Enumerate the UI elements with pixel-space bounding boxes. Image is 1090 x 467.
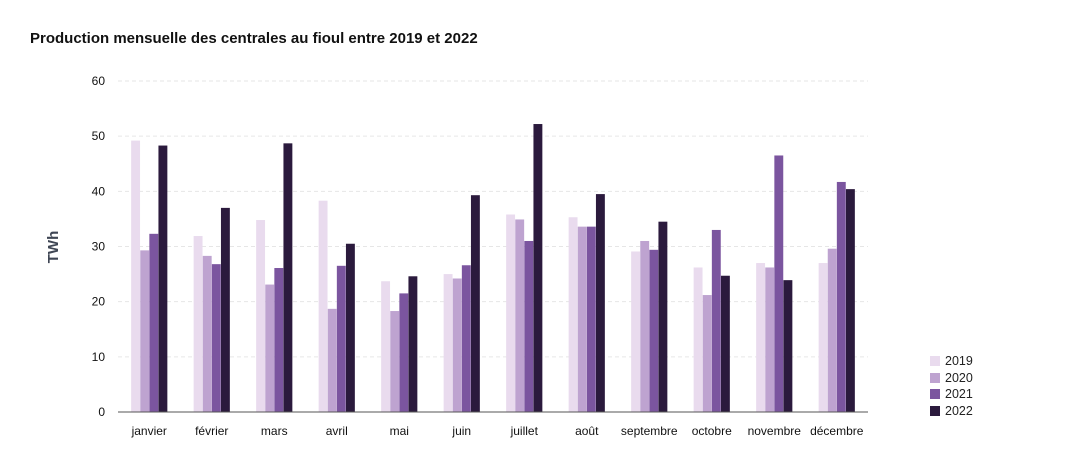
bar-2020-juin <box>452 278 462 412</box>
legend-item: 2019 <box>930 353 973 370</box>
bar-2020-mai <box>390 311 400 412</box>
legend-label: 2019 <box>945 354 973 369</box>
bar-2021-septembre <box>649 249 659 412</box>
legend-label: 2020 <box>945 370 973 385</box>
bar-2022-janvier <box>158 145 168 413</box>
bar-2021-juin <box>461 265 471 412</box>
bar-2019-octobre <box>693 267 703 412</box>
legend-swatch <box>930 405 940 416</box>
x-tick-label: janvier <box>131 424 167 438</box>
bar-2020-novembre <box>765 267 775 412</box>
bar-2021-octobre <box>711 229 721 412</box>
bar-2019-décembre <box>818 263 828 412</box>
bar-2021-mars <box>274 268 284 412</box>
bar-2020-octobre <box>702 295 712 412</box>
bar-2021-mai <box>399 293 409 412</box>
bar-2019-novembre <box>756 263 766 412</box>
bar-2020-août <box>577 226 587 412</box>
x-tick-label: novembre <box>748 424 802 438</box>
bar-2019-janvier <box>131 140 141 412</box>
x-tick-label: décembre <box>810 424 864 438</box>
bar-2021-août <box>586 226 596 412</box>
bar-2019-juillet <box>506 214 516 412</box>
bar-2022-octobre <box>720 275 730 412</box>
legend: 2019 2020 2021 2022 <box>930 353 973 419</box>
x-tick-label: mai <box>390 424 409 438</box>
y-tick-label: 0 <box>98 405 105 419</box>
bar-2020-avril <box>327 308 337 412</box>
bar-2022-juillet <box>533 124 543 412</box>
x-tick-label: septembre <box>621 424 678 438</box>
bar-2022-juin <box>470 195 480 412</box>
bar-2022-décembre <box>845 189 855 412</box>
legend-swatch <box>930 372 940 383</box>
bar-2021-novembre <box>774 155 784 412</box>
y-tick-label: 50 <box>92 129 106 143</box>
bar-2019-mars <box>256 220 266 412</box>
chart-title: Production mensuelle des centrales au fi… <box>30 30 478 47</box>
bar-2021-janvier <box>149 233 159 412</box>
bar-2020-septembre <box>640 240 650 412</box>
bar-2019-juin <box>443 274 453 412</box>
bar-2019-mai <box>381 281 391 412</box>
bar-2019-septembre <box>631 251 641 412</box>
bar-2022-avril <box>345 243 355 412</box>
bar-2020-juillet <box>515 219 525 412</box>
bar-2021-février <box>211 264 221 412</box>
y-axis-label: TWh <box>45 231 62 263</box>
bar-2020-février <box>202 255 212 412</box>
y-tick-label: 40 <box>92 184 106 198</box>
bar-2020-janvier <box>140 250 150 412</box>
bar-2019-août <box>568 217 578 412</box>
x-tick-label: octobre <box>692 424 732 438</box>
x-tick-label: mars <box>261 424 288 438</box>
x-tick-label: juin <box>451 424 471 438</box>
bar-2019-février <box>193 236 203 412</box>
bar-2022-mai <box>408 276 418 412</box>
legend-label: 2021 <box>945 387 973 402</box>
y-tick-label: 10 <box>92 350 106 364</box>
x-tick-label: juillet <box>510 424 539 438</box>
x-tick-label: février <box>195 424 228 438</box>
y-tick-label: 60 <box>92 74 106 88</box>
bar-2022-novembre <box>783 280 793 412</box>
y-tick-label: 20 <box>92 295 106 309</box>
bar-2021-avril <box>336 265 346 412</box>
bar-2020-décembre <box>827 248 837 412</box>
axes: 0 10 20 30 40 50 60 janvier février mars avril mai j… <box>92 74 868 438</box>
bar-2021-décembre <box>836 181 846 412</box>
bar-2022-septembre <box>658 221 668 412</box>
bar-2020-mars <box>265 284 275 412</box>
legend-label: 2022 <box>945 403 973 418</box>
y-tick-label: 30 <box>92 240 106 254</box>
bars <box>131 124 855 413</box>
legend-item: 2022 <box>930 403 973 420</box>
legend-swatch <box>930 389 940 400</box>
bar-2019-avril <box>318 200 328 412</box>
bar-2022-août <box>595 194 605 412</box>
legend-item: 2020 <box>930 370 973 387</box>
legend-item: 2021 <box>930 386 973 403</box>
x-tick-label: août <box>575 424 599 438</box>
gridlines <box>118 80 868 358</box>
x-tick-label: avril <box>326 424 348 438</box>
bar-2022-mars <box>283 143 293 413</box>
bar-2021-juillet <box>524 240 534 412</box>
bar-2022-février <box>220 207 230 412</box>
legend-swatch <box>930 356 940 367</box>
